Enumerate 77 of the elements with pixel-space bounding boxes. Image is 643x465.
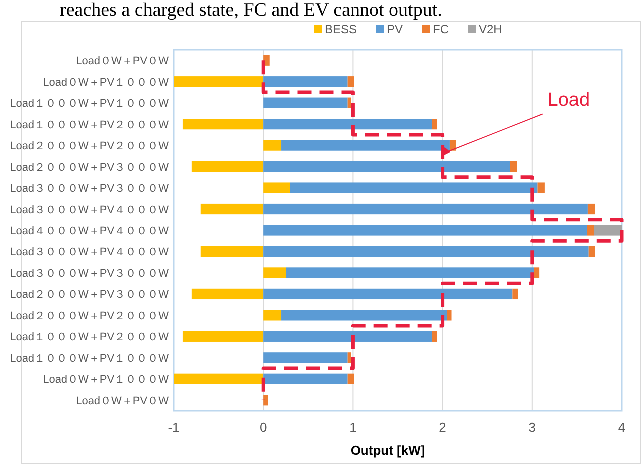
bar (264, 182, 290, 194)
y-tick-label: Load３０００W＋PV４０００W (10, 246, 170, 259)
bar (594, 225, 622, 236)
text: reaches a charged state, FC and EV cannot output. (60, 0, 442, 21)
y-tick-label: Load１０００W＋PV１０００W (10, 98, 170, 110)
y-tick-label: Load２０００W＋PV２０００W (10, 140, 170, 153)
annotation: Load (548, 90, 590, 112)
y-tick-label: Load０W＋PV０W (76, 56, 170, 68)
x-tick-label: 1 (350, 420, 357, 435)
bar (348, 76, 354, 88)
bar (512, 288, 518, 300)
bar (286, 268, 534, 278)
bar (290, 182, 538, 194)
y-tick-label: Load１０００W＋PV２０００W (10, 119, 170, 132)
bar (264, 76, 348, 88)
y-tick-label: Load０W＋PV１０００W (43, 76, 170, 89)
legend-item: FC (422, 22, 449, 36)
bar (264, 310, 282, 321)
y-tick-label: Load０W＋PV０W (76, 395, 170, 408)
bar (282, 310, 448, 321)
bar (264, 225, 588, 236)
y-tick-label: Load１０００W＋PV１０００W (10, 352, 170, 365)
legend-item: PV (376, 22, 404, 36)
bar (588, 204, 596, 215)
legend-item: BESS (314, 22, 358, 36)
bar (174, 374, 264, 384)
bar (588, 246, 596, 258)
x-axis-title: Output [kW] (350, 443, 426, 458)
legend-label: FC (433, 22, 450, 36)
bar (182, 119, 264, 130)
bar (282, 140, 450, 151)
legend-label: BESS (325, 22, 358, 36)
bar (348, 374, 354, 384)
bar (447, 310, 452, 321)
x-tick-label: 4 (618, 420, 626, 435)
bar (192, 288, 264, 300)
bar (200, 204, 264, 215)
bar (510, 161, 518, 172)
y-tick-label: Load３０００W＋PV３０００W (10, 268, 170, 280)
y-tick-label: Load１０００W＋PV２０００W (10, 332, 170, 344)
y-tick-label: Load２０００W＋PV３０００W (10, 162, 170, 174)
bar (264, 119, 432, 130)
bar (264, 268, 286, 278)
bar (192, 161, 264, 172)
x-tick-label: -1 (168, 420, 180, 435)
x-tick-label: 0 (260, 420, 268, 435)
y-tick-label: Load２０００W＋PV２０００W (10, 310, 170, 322)
bar (264, 140, 282, 151)
bar (348, 98, 352, 108)
legend-label: PV (387, 22, 404, 36)
bar (264, 331, 432, 342)
x-tick-label: 3 (528, 420, 536, 435)
bar (264, 204, 588, 215)
bar (348, 352, 352, 364)
bar (182, 331, 264, 342)
bar (264, 352, 348, 364)
bar (264, 288, 513, 300)
bar (587, 225, 594, 236)
bar (200, 246, 264, 258)
bar (432, 119, 438, 130)
bar (264, 246, 589, 258)
y-tick-label: Load０W＋PV１０００W (43, 374, 170, 386)
bar (174, 76, 264, 88)
x-tick-label: 2 (439, 420, 446, 435)
y-tick-label: Load３０００W＋PV３０００W (10, 183, 170, 196)
bar (264, 374, 348, 384)
legend-label: V2H (479, 22, 502, 36)
bar (264, 395, 268, 406)
legend-item: V2H (468, 22, 502, 36)
y-tick-label: Load４０００W＋PV４０００W (10, 226, 170, 238)
bar (432, 331, 438, 342)
bar (264, 98, 348, 108)
y-tick-label: Load３０００W＋PV４０００W (10, 204, 170, 216)
bar (534, 268, 540, 278)
bar (538, 182, 545, 194)
y-tick-label: Load２０００W＋PV３０００W (10, 289, 170, 302)
bar (264, 161, 510, 172)
